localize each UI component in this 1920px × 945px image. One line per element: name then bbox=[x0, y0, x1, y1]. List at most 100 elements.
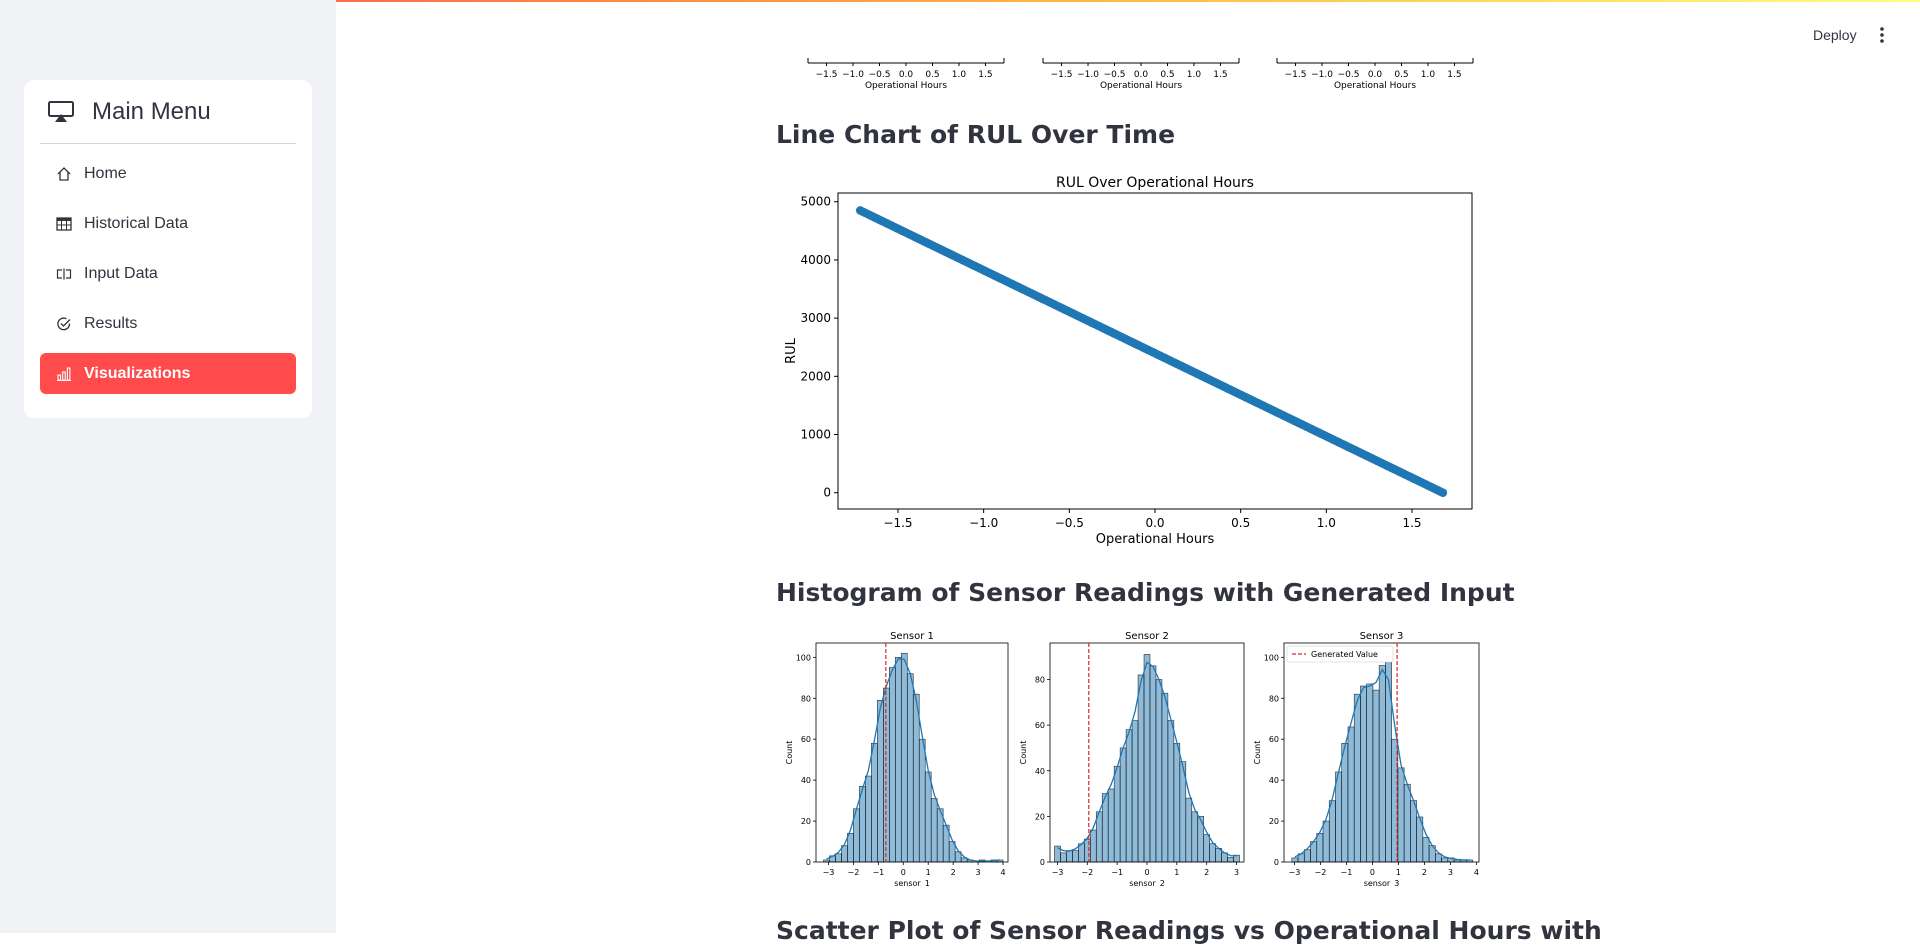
histogram-bar bbox=[1328, 800, 1336, 863]
histogram-bar bbox=[1119, 747, 1127, 863]
x-tick-label: 0.0 bbox=[1145, 516, 1164, 530]
histogram-bar bbox=[1203, 834, 1210, 863]
histogram-bar bbox=[1397, 767, 1405, 863]
histogram-bar bbox=[1137, 674, 1145, 863]
histogram-bar bbox=[865, 775, 872, 863]
menu-header: Main Menu bbox=[40, 80, 296, 144]
legend-label: Generated Value bbox=[1311, 650, 1378, 659]
partial-axes-3: −1.5 −1.0 −0.5 0.0 0.5 1.0 1.5 Operational Hour… bbox=[1276, 58, 1474, 91]
histogram-title: Sensor 1 bbox=[890, 631, 934, 642]
y-tick-label: 4000 bbox=[800, 253, 831, 267]
x-tick-label: 1 bbox=[1174, 868, 1179, 877]
histogram-bar bbox=[1335, 771, 1343, 863]
x-tick-label: −1 bbox=[1341, 868, 1353, 877]
x-tick-label: 4 bbox=[1000, 868, 1005, 877]
airplay-icon bbox=[48, 100, 74, 122]
scatter-points bbox=[855, 206, 1448, 498]
y-tick-label: 80 bbox=[1035, 676, 1045, 685]
chart-title: RUL Over Operational Hours bbox=[1056, 175, 1254, 191]
x-tick-label: 3 bbox=[976, 868, 981, 877]
y-tick-label: 2000 bbox=[800, 369, 831, 383]
table-icon bbox=[56, 216, 72, 231]
y-tick-label: 80 bbox=[801, 694, 811, 703]
x-tick-label: −1.0 bbox=[969, 516, 998, 530]
y-tick-label: 60 bbox=[1035, 721, 1045, 730]
histogram-bar bbox=[1353, 693, 1361, 863]
x-tick-label: −3 bbox=[823, 868, 835, 877]
menu-title: Main Menu bbox=[92, 97, 211, 125]
histogram-bar bbox=[1113, 765, 1121, 863]
sensor-histograms: Sensor 1−3 −2 −1 0 1 2 3 4020406080100sensor_1C… bbox=[785, 631, 1480, 886]
x-tick-label: −1.0 bbox=[1311, 70, 1333, 80]
histogram-bar bbox=[1372, 689, 1380, 863]
plot-frame bbox=[815, 642, 1009, 863]
x-tick-label: 1 bbox=[1396, 868, 1401, 877]
histogram-bar bbox=[1291, 857, 1299, 863]
kde-curve bbox=[1294, 668, 1470, 861]
histogram-bar bbox=[1167, 720, 1175, 863]
kebab-menu-icon[interactable] bbox=[1876, 26, 1888, 44]
check-circle-icon bbox=[57, 317, 71, 330]
histogram-bar bbox=[1095, 811, 1103, 863]
y-axis-label: RUL bbox=[784, 337, 799, 364]
histogram-bar bbox=[1303, 849, 1311, 863]
top-accent-bar bbox=[0, 0, 1920, 2]
histogram-bar bbox=[1366, 683, 1374, 863]
bar-chart-icon bbox=[57, 366, 71, 381]
histogram-bar bbox=[1422, 837, 1430, 863]
menu-item-historical-data[interactable]: Historical Data bbox=[40, 203, 296, 244]
menu-item-input-data[interactable]: Input Data bbox=[40, 253, 296, 294]
menu-list: Home Historical Data Input Data Results … bbox=[40, 153, 296, 394]
x-axis-label: sensor_2 bbox=[1129, 879, 1165, 886]
histogram-bar bbox=[1161, 692, 1169, 863]
x-tick-label: 1.0 bbox=[952, 70, 967, 80]
menu-item-label: Home bbox=[84, 164, 127, 182]
histogram-bar bbox=[835, 853, 842, 863]
x-tick-label: 1.5 bbox=[1447, 70, 1461, 80]
y-tick-label: 20 bbox=[1269, 817, 1279, 826]
y-tick-label: 100 bbox=[1264, 653, 1279, 662]
histogram-bar bbox=[912, 693, 920, 863]
x-tick-label: −1 bbox=[872, 868, 884, 877]
histogram-bar bbox=[918, 738, 926, 863]
x-tick-label: 0.5 bbox=[925, 70, 939, 80]
histogram-bar bbox=[1191, 811, 1199, 863]
histogram-bar bbox=[871, 742, 878, 863]
plot-frame bbox=[1283, 642, 1480, 863]
y-tick-label: 80 bbox=[1269, 694, 1279, 703]
x-tick-label: −2 bbox=[848, 868, 860, 877]
x-tick-label: 3 bbox=[1448, 868, 1453, 877]
y-tick-label: 40 bbox=[1035, 767, 1045, 776]
menu-item-results[interactable]: Results bbox=[40, 303, 296, 344]
y-tick-label: 0 bbox=[823, 486, 831, 500]
scatter-heading: Scatter Plot of Sensor Readings vs Opera… bbox=[776, 916, 1602, 945]
histogram-bar bbox=[1173, 743, 1181, 863]
histogram-bar bbox=[1131, 720, 1139, 863]
x-tick-label: 0 bbox=[901, 868, 906, 877]
y-tick-label: 20 bbox=[1035, 812, 1045, 821]
x-tick-label: 1.0 bbox=[1317, 516, 1336, 530]
histogram-1: Sensor 1−3 −2 −1 0 1 2 3 4020406080100sensor_1C… bbox=[785, 631, 1009, 886]
menu-item-label: Input Data bbox=[84, 264, 158, 282]
histogram-bar bbox=[1066, 850, 1073, 863]
histogram-bar bbox=[1060, 852, 1067, 863]
menu-item-visualizations[interactable]: Visualizations bbox=[40, 353, 296, 394]
histogram-bar bbox=[1403, 783, 1411, 863]
y-tick-label: 3000 bbox=[800, 311, 831, 325]
x-tick-label: 0.5 bbox=[1394, 70, 1408, 80]
deploy-button[interactable]: Deploy bbox=[1813, 27, 1857, 43]
x-tick-label: 0.0 bbox=[1134, 70, 1149, 80]
x-tick-label: 1 bbox=[926, 868, 931, 877]
histogram-bar bbox=[1143, 654, 1151, 863]
x-tick-label: 1.5 bbox=[978, 70, 992, 80]
x-tick-label: 2 bbox=[951, 868, 956, 877]
x-tick-label: −0.5 bbox=[1338, 70, 1360, 80]
x-tick-label: −3 bbox=[1289, 868, 1301, 877]
sidebar: Main Menu Home Historical Data Input Dat… bbox=[0, 0, 336, 933]
histogram-bar bbox=[1125, 729, 1133, 863]
x-axis-label: sensor_3 bbox=[1364, 879, 1400, 886]
histogram-bar bbox=[1360, 685, 1367, 863]
histogram-bar bbox=[1435, 853, 1442, 863]
x-tick-label: 2 bbox=[1204, 868, 1209, 877]
menu-item-home[interactable]: Home bbox=[40, 153, 296, 194]
